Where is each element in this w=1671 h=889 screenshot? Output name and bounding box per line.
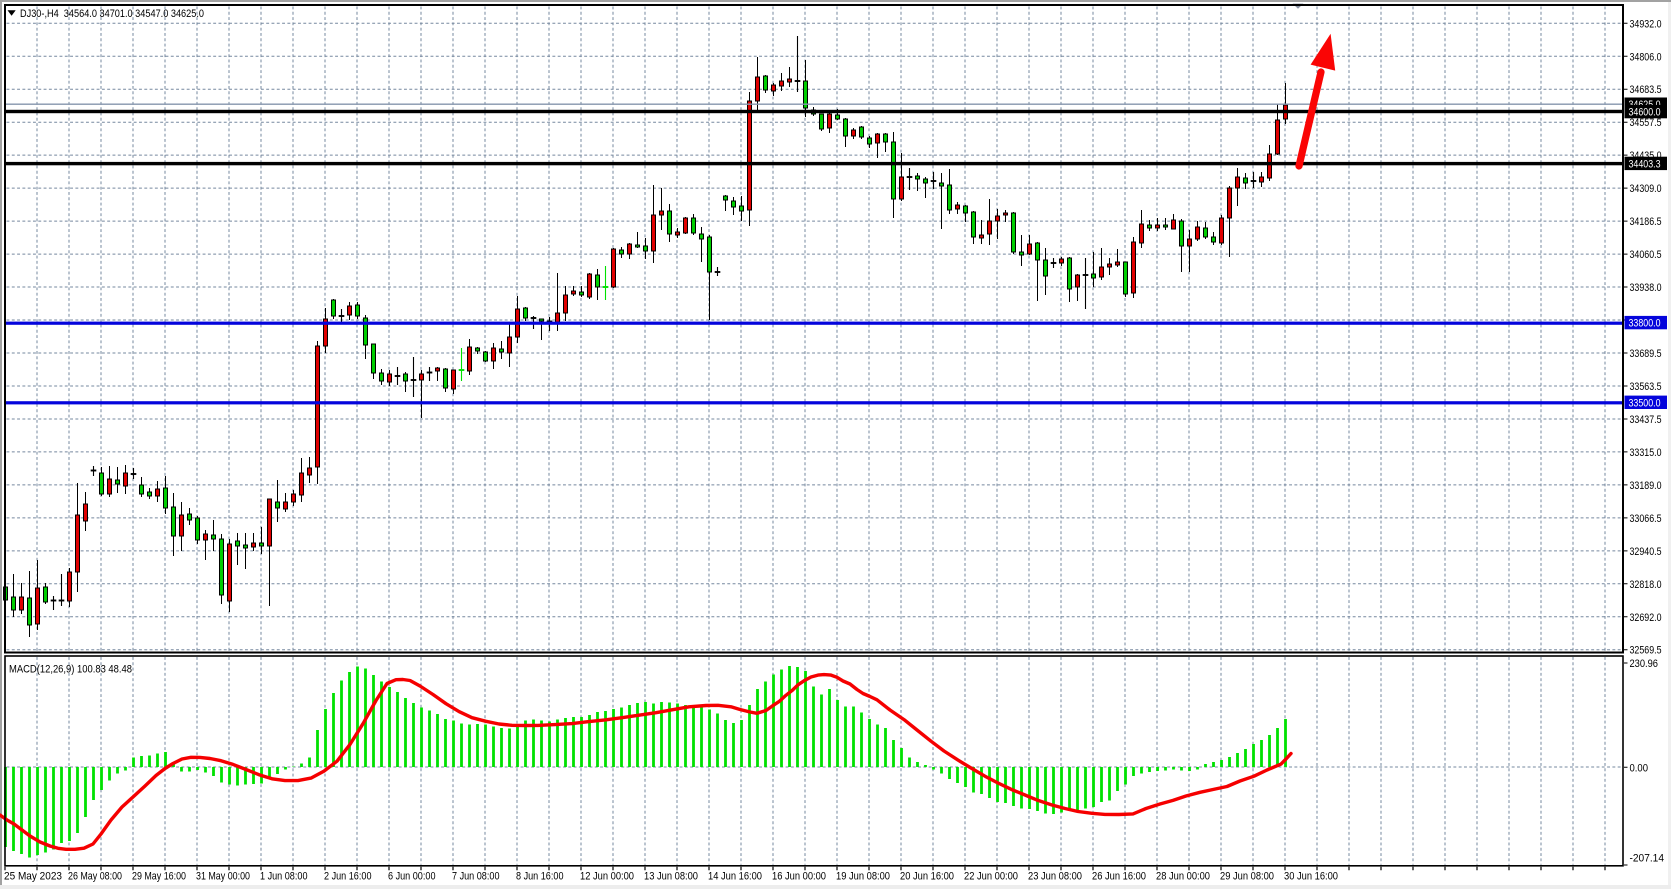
- svg-text:2 Jun 16:00: 2 Jun 16:00: [324, 871, 372, 883]
- svg-text:33563.5: 33563.5: [1630, 381, 1662, 393]
- svg-text:8 Jun 16:00: 8 Jun 16:00: [516, 871, 564, 883]
- svg-text:33800.0: 33800.0: [1629, 318, 1661, 330]
- svg-text:33066.5: 33066.5: [1630, 513, 1662, 525]
- svg-text:34060.5: 34060.5: [1630, 249, 1662, 261]
- svg-text:0.00: 0.00: [1630, 762, 1649, 774]
- svg-text:34186.5: 34186.5: [1630, 216, 1662, 228]
- svg-text:34600.0: 34600.0: [1629, 107, 1661, 119]
- svg-text:34806.0: 34806.0: [1630, 51, 1662, 63]
- svg-text:16 Jun 00:00: 16 Jun 00:00: [772, 871, 826, 883]
- svg-text:6 Jun 00:00: 6 Jun 00:00: [388, 871, 436, 883]
- svg-text:26 May 08:00: 26 May 08:00: [68, 871, 122, 883]
- svg-text:23 Jun 08:00: 23 Jun 08:00: [1028, 871, 1082, 883]
- svg-text:22 Jun 00:00: 22 Jun 00:00: [964, 871, 1018, 883]
- svg-text:33689.5: 33689.5: [1630, 348, 1662, 360]
- svg-text:13 Jun 08:00: 13 Jun 08:00: [644, 871, 698, 883]
- svg-text:29 May 16:00: 29 May 16:00: [132, 871, 186, 883]
- svg-text:34932.0: 34932.0: [1630, 18, 1662, 30]
- svg-text:7 Jun 08:00: 7 Jun 08:00: [452, 871, 500, 883]
- svg-text:28 Jun 00:00: 28 Jun 00:00: [1156, 871, 1210, 883]
- svg-text:12 Jun 00:00: 12 Jun 00:00: [580, 871, 634, 883]
- svg-text:MACD(12,26,9) 100.83 48.48: MACD(12,26,9) 100.83 48.48: [9, 664, 132, 676]
- svg-text:31 May 00:00: 31 May 00:00: [196, 871, 250, 883]
- svg-text:29 Jun 08:00: 29 Jun 08:00: [1220, 871, 1274, 883]
- svg-text:34403.3: 34403.3: [1629, 158, 1661, 170]
- svg-text:230.96: 230.96: [1630, 658, 1659, 670]
- svg-text:32569.5: 32569.5: [1630, 645, 1662, 657]
- svg-text:19 Jun 08:00: 19 Jun 08:00: [836, 871, 890, 883]
- svg-text:30 Jun 16:00: 30 Jun 16:00: [1284, 871, 1338, 883]
- svg-text:33189.0: 33189.0: [1630, 480, 1662, 492]
- svg-text:32940.5: 32940.5: [1630, 546, 1662, 558]
- svg-text:33938.0: 33938.0: [1630, 282, 1662, 294]
- svg-text:-207.14: -207.14: [1630, 853, 1665, 865]
- svg-text:32818.0: 32818.0: [1630, 579, 1662, 591]
- svg-text:14 Jun 16:00: 14 Jun 16:00: [708, 871, 762, 883]
- svg-text:34557.5: 34557.5: [1630, 117, 1662, 129]
- svg-text:33315.0: 33315.0: [1630, 447, 1662, 459]
- svg-text:33437.5: 33437.5: [1630, 414, 1662, 426]
- svg-text:25 May 2023: 25 May 2023: [4, 871, 62, 883]
- svg-text:20 Jun 16:00: 20 Jun 16:00: [900, 871, 954, 883]
- svg-text:34683.5: 34683.5: [1630, 84, 1662, 96]
- svg-text:34309.0: 34309.0: [1630, 183, 1662, 195]
- svg-text:1 Jun 08:00: 1 Jun 08:00: [260, 871, 308, 883]
- svg-text:26 Jun 16:00: 26 Jun 16:00: [1092, 871, 1146, 883]
- svg-text:DJ30-,H4 34564.0 34701.0 3454: DJ30-,H4 34564.0 34701.0 34547.0 34625.0: [20, 8, 204, 20]
- svg-text:33500.0: 33500.0: [1629, 397, 1661, 409]
- svg-text:32692.0: 32692.0: [1630, 612, 1662, 624]
